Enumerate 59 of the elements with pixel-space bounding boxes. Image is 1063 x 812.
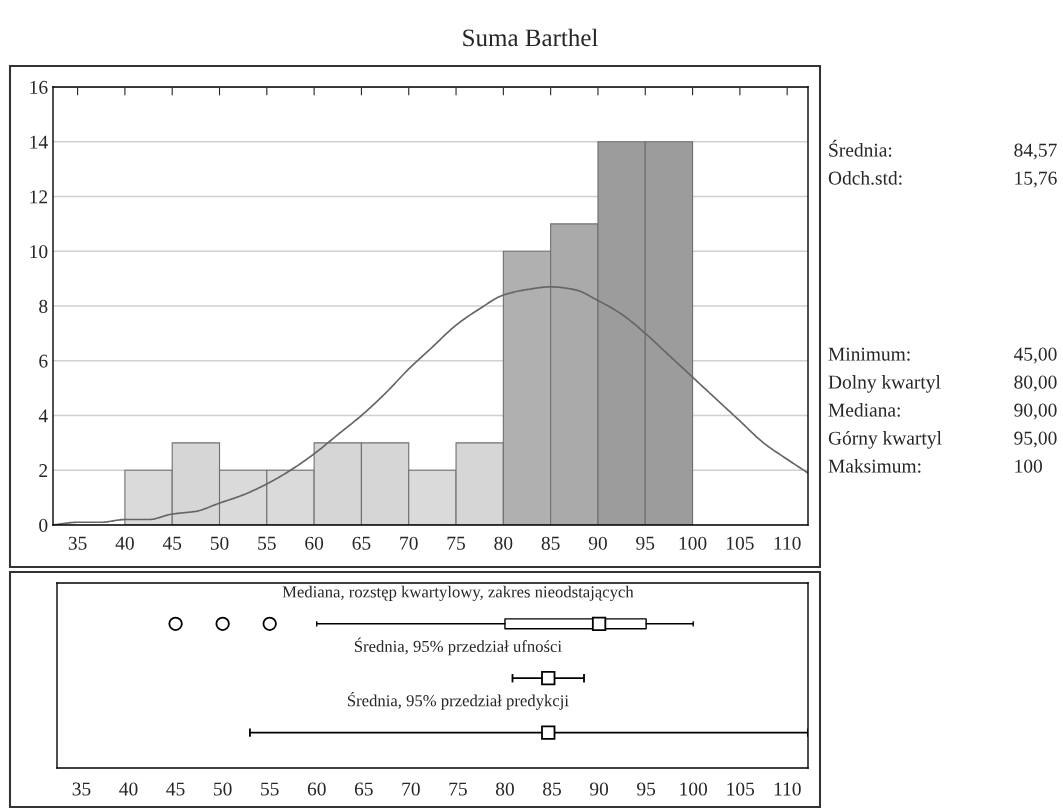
x-tick-label: 95 <box>636 536 655 550</box>
x-tick-label: 105 <box>727 782 755 796</box>
x-tick-label: 60 <box>307 782 326 796</box>
y-tick-label: 12 <box>30 190 48 204</box>
y-tick-label: 10 <box>30 245 48 259</box>
x-tick-label: 60 <box>305 536 324 550</box>
x-tick-label: 45 <box>166 782 185 796</box>
text: Minimum: <box>828 347 910 361</box>
text: Dolny kwartyl <box>828 375 941 393</box>
x-tick-label: 95 <box>637 782 656 796</box>
x-tick-label: 55 <box>261 782 279 796</box>
text: 15,76 <box>1015 171 1057 188</box>
x-tick-label: 105 <box>727 536 754 550</box>
text: Mediana: <box>828 403 900 417</box>
x-tick-label: 70 <box>402 782 420 796</box>
y-tick-label: 0 <box>39 518 48 532</box>
x-tick-label: 50 <box>210 536 229 550</box>
y-tick-label: 2 <box>39 464 48 477</box>
text: 45,00 <box>1013 347 1057 364</box>
x-tick-label: 80 <box>494 536 513 550</box>
x-tick-label: 65 <box>354 782 373 796</box>
text: Górny kwartyl <box>828 431 942 449</box>
x-tick-label: 45 <box>162 536 182 550</box>
x-tick-label: 35 <box>72 782 91 796</box>
x-tick-label: 35 <box>68 536 87 550</box>
text: 90,00 <box>1014 403 1057 420</box>
y-tick-label: 4 <box>38 409 48 423</box>
x-tick-label: 100 <box>680 782 708 796</box>
text: 80,00 <box>1014 375 1057 392</box>
x-tick-label: 75 <box>447 536 466 550</box>
x-tick-label: 65 <box>352 536 371 550</box>
x-tick-label: 50 <box>214 782 232 796</box>
x-tick-label: 85 <box>541 536 560 550</box>
text: 100 <box>1015 459 1043 473</box>
y-tick-label: 8 <box>39 299 48 313</box>
x-tick-label: 75 <box>449 782 467 796</box>
x-tick-label: 80 <box>495 782 514 796</box>
y-tick-label: 16 <box>30 80 48 94</box>
x-tick-label: 100 <box>679 536 707 550</box>
y-tick-label: 14 <box>30 135 48 149</box>
text: Średnia: <box>829 139 892 157</box>
x-tick-label: 40 <box>115 536 134 550</box>
x-tick-label: 85 <box>543 782 561 796</box>
annotation: Średnia, 95% przedział predykcji <box>347 691 569 710</box>
x-tick-label: 110 <box>774 536 801 550</box>
annotation: Mediana, rozstęp kwartylowy, zakres nieodstających <box>282 585 634 601</box>
text: 95,00 <box>1014 431 1057 448</box>
chart-title: Suma Barthel <box>463 28 598 47</box>
text: Maksimum: <box>828 459 921 473</box>
x-tick-label: 90 <box>588 536 607 550</box>
annotation: Średnia, 95% przedział ufności <box>354 637 562 656</box>
x-tick-label: 90 <box>589 782 609 796</box>
x-tick-label: 55 <box>258 536 276 550</box>
x-tick-label: 110 <box>774 782 801 796</box>
y-tick-label: 6 <box>39 354 48 368</box>
x-tick-label: 40 <box>119 782 138 796</box>
text: 84,57 <box>1014 143 1057 160</box>
x-tick-label: 70 <box>400 536 418 550</box>
text: Odch.std: <box>828 171 902 185</box>
